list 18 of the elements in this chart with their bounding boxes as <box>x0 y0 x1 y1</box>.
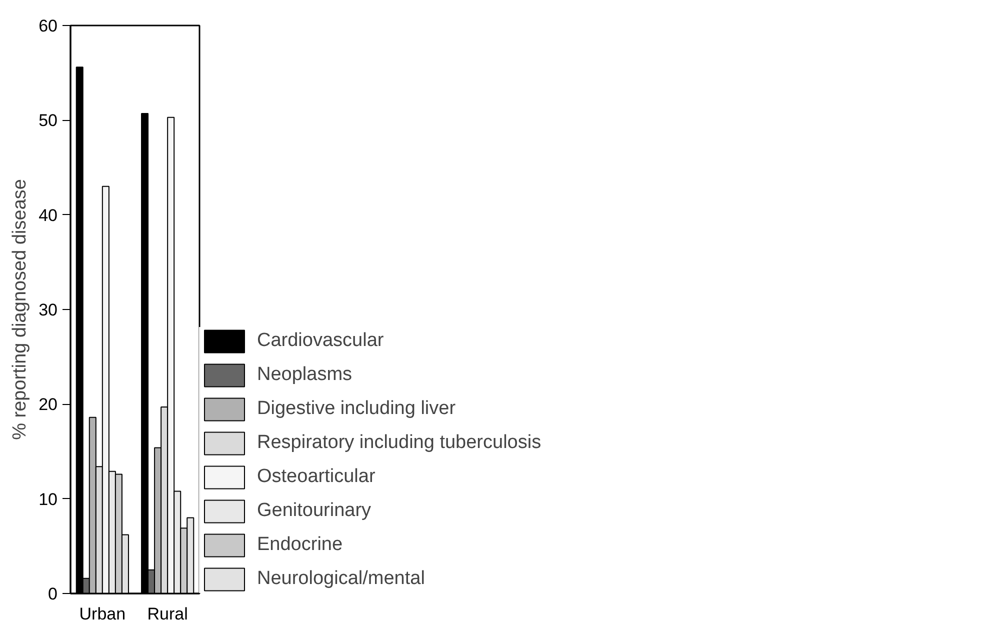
y-tick-label: 40 <box>38 206 58 225</box>
legend-label: Endocrine <box>257 534 343 556</box>
y-tick-label: 0 <box>48 584 58 604</box>
legend-label: Digestive including liver <box>257 398 456 420</box>
y-tick-label: 60 <box>38 16 58 36</box>
legend-label: Cardiovascular <box>257 330 384 352</box>
legend-label: Neurological/mental <box>257 568 425 590</box>
y-axis-title: % reporting diagnosed disease <box>10 179 31 440</box>
legend-label: Osteoarticular <box>257 466 376 488</box>
x-tick-label: Rural <box>147 604 188 624</box>
legend-label: Genitourinary <box>257 500 372 522</box>
legend-label: Neoplasms <box>257 364 352 386</box>
x-tick-label: Urban <box>79 604 126 624</box>
y-tick-label: 20 <box>38 395 58 414</box>
y-tick-label: 50 <box>38 111 58 130</box>
y-tick-label: 30 <box>38 300 58 320</box>
y-tick-label: 10 <box>38 490 58 509</box>
legend-label: Respiratory including tuberculosis <box>257 432 542 454</box>
